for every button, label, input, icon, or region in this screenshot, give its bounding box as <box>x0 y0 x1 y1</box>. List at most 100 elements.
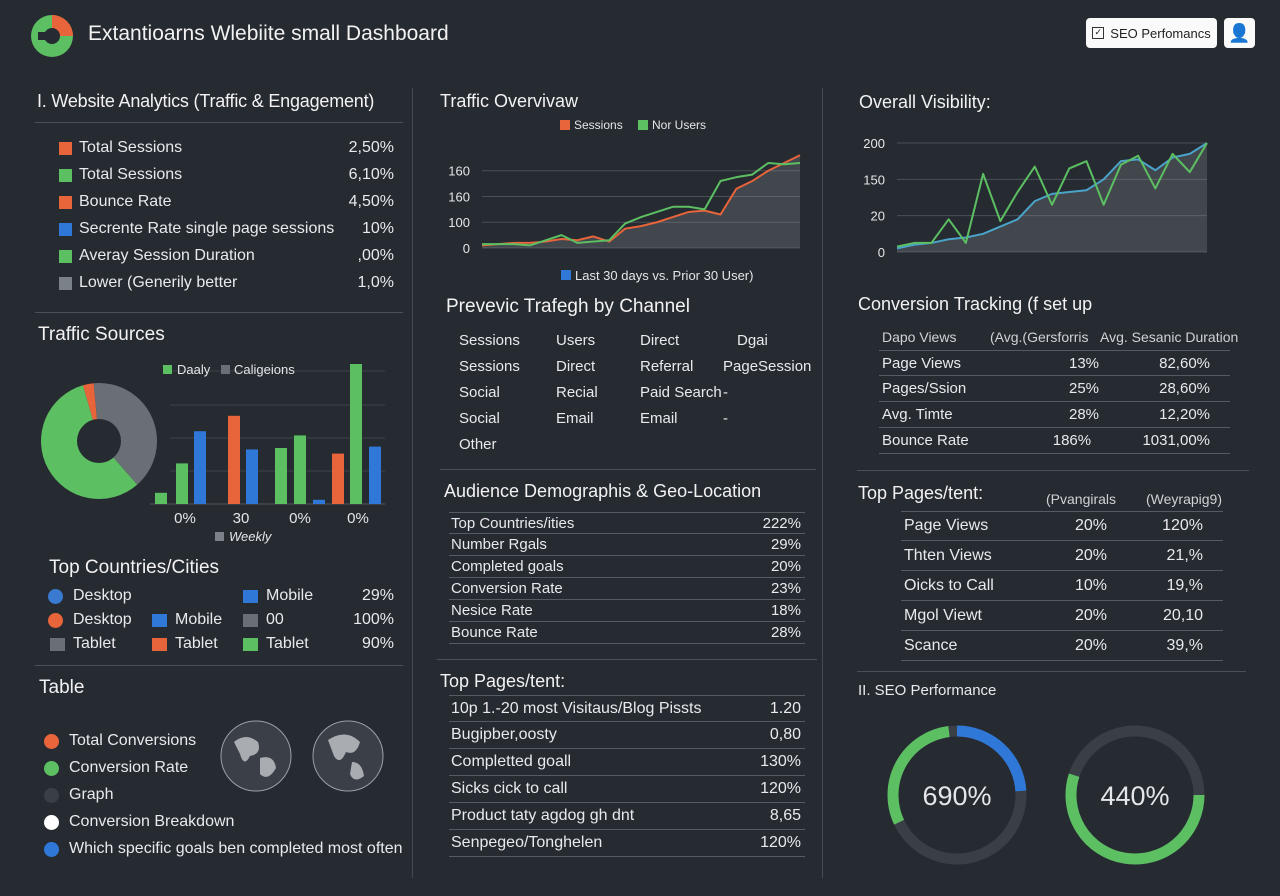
country-cell: Tablet <box>50 635 116 653</box>
table-row: Page Views 20% 120% <box>901 511 1223 541</box>
row-value: 0,80 <box>769 726 801 743</box>
table-row: Page Views 13% 82,60% <box>879 350 1230 376</box>
country-label: Desktop <box>73 611 132 628</box>
table-row: Bounce Rate 186% 1031,00% <box>879 428 1230 454</box>
row-label: Avg. Timte <box>882 406 953 423</box>
row-label: Conversion Rate <box>451 580 563 597</box>
value: 90% <box>361 635 394 652</box>
dot-icon <box>44 733 59 749</box>
table-row: Pages/Ssion 25% 28,60% <box>879 376 1230 402</box>
row-value: 82,60% <box>1159 354 1210 372</box>
donut-hole <box>77 419 121 463</box>
row-label: Page Views <box>904 517 989 534</box>
row-label: 10p 1.-20 most Visitaus/Blog Pissts <box>451 699 702 717</box>
row-label: Bugipber,oosty <box>451 726 557 743</box>
value: 100% <box>353 611 394 628</box>
row-value: 222% <box>762 514 801 532</box>
channel-cell: - <box>723 384 728 401</box>
row-value: 39,% <box>1166 636 1203 654</box>
row-label: Number Rgals <box>451 536 547 553</box>
country-label: Tablet <box>175 635 218 652</box>
table-row: Scance 20% 39,% <box>901 631 1223 661</box>
column-header: (Avg.(Gersforris <box>990 329 1089 345</box>
traffic-sources-donut <box>40 383 157 499</box>
table-row: 10p 1.-20 most Visitaus/Blog Pissts 1.20 <box>449 695 805 722</box>
channel-cell: Other <box>459 436 497 453</box>
legend-swatch <box>59 249 72 263</box>
table-row: Product taty agdog gh dnt 8,65 <box>449 803 805 830</box>
x-tick-label: 0% <box>289 510 311 527</box>
column-header: (Weyrapig9) <box>1146 491 1222 507</box>
legend-swatch <box>215 532 224 541</box>
bar <box>246 449 258 504</box>
y-tick-label: 150 <box>863 172 885 187</box>
channel-cell: Paid Search <box>640 384 722 401</box>
item-value: 6,10% <box>348 166 394 183</box>
country-cell: 00 <box>243 611 284 629</box>
table-row: Completted goall 130% <box>449 749 805 776</box>
legend-label: Nor Users <box>652 118 706 132</box>
country-label: Mobile <box>175 611 223 628</box>
analytics-item: Total Sessions 2,50% <box>59 139 394 157</box>
row-label: Pages/Ssion <box>882 380 967 397</box>
row-label: Completted goall <box>451 753 572 770</box>
legend-swatch <box>243 637 258 651</box>
row-label: Scance <box>904 636 958 654</box>
gauge-segment <box>956 725 1027 792</box>
series-line <box>481 154 801 247</box>
country-label: Tablet <box>73 635 116 652</box>
item-label: Total Sessions <box>79 139 183 156</box>
dot-icon <box>44 814 59 830</box>
row-value: 13% <box>1068 354 1100 372</box>
table-legend-item: Conversion Rate <box>44 759 188 777</box>
legend-label: Caligeions <box>234 362 295 377</box>
divider <box>822 88 823 878</box>
logo-icon <box>31 15 73 57</box>
seo-gauges: 690% 440% <box>887 725 1205 865</box>
row-label: Product taty agdog gh dnt <box>451 807 635 824</box>
row-value: 120% <box>1162 517 1203 534</box>
country-cell: Mobile <box>152 611 222 629</box>
table-row: Senpegeo/Tonghelen 120% <box>449 830 805 857</box>
table-title: Table <box>39 677 85 698</box>
table-legend-item: Total Conversions <box>44 732 196 750</box>
row-value: 28,60% <box>1159 380 1210 397</box>
analytics-title: I. Website Analytics (Traffic & Engageme… <box>37 91 375 111</box>
table-row: Top Countries/ities 222% <box>449 512 805 534</box>
legend-label: Weekly <box>229 529 273 544</box>
table-row: Sicks cick to call 120% <box>449 776 805 803</box>
y-tick-label: 200 <box>863 136 885 151</box>
country-cell: Desktop <box>50 611 132 629</box>
bar <box>275 448 287 504</box>
channel-cell: Sessions <box>459 332 520 349</box>
bar <box>350 364 362 504</box>
row-value: 21,% <box>1166 546 1203 564</box>
y-tick-label: 0 <box>463 241 470 256</box>
table-row: Completed goals 20% <box>449 556 805 578</box>
row-value: 8,65 <box>769 807 801 824</box>
area-fill <box>897 143 1207 252</box>
bar <box>228 415 240 504</box>
country-label: Tablet <box>266 635 309 652</box>
gauge-segment <box>1065 773 1205 865</box>
row-label: Bounce Rate <box>451 624 538 641</box>
table-row: Bounce Rate 28% <box>449 622 805 644</box>
legend-swatch <box>59 168 72 182</box>
demographics-title: Audience Demographis & Geo-Location <box>444 481 762 501</box>
column-header: Avg. Sesanic Duration <box>1100 329 1239 345</box>
traffic-sources-bar-chart: 0% 30 0% 0% Daaly Caligeions Weekly <box>150 362 385 544</box>
country-cell: Tablet <box>243 635 309 653</box>
bar <box>313 499 325 504</box>
dot-icon <box>44 760 59 776</box>
bar <box>194 431 206 504</box>
country-value: 90% <box>330 635 394 653</box>
seo-performance-button[interactable]: ✓ SEO Perfomancs <box>1086 18 1217 48</box>
legend-swatch <box>152 637 167 651</box>
legend-swatch <box>152 613 167 627</box>
globe-icon <box>220 720 292 792</box>
user-icon[interactable]: 👤 <box>1224 18 1255 48</box>
legend-swatch <box>163 365 172 374</box>
item-value: 4,50% <box>348 193 394 210</box>
globe-icons <box>220 720 384 792</box>
traffic-sources-title: Traffic Sources <box>38 324 165 345</box>
